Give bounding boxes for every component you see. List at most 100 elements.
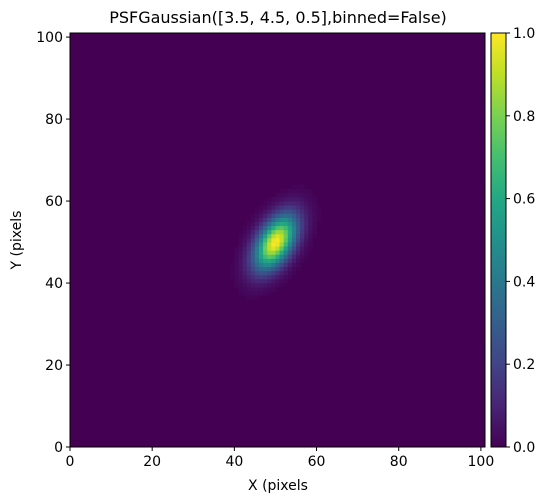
heatmap-cell <box>259 225 264 231</box>
heatmap-cell <box>267 283 272 288</box>
heatmap-cell <box>259 266 264 272</box>
heatmap-cell <box>271 221 276 227</box>
heatmap-cell <box>254 209 260 214</box>
heatmap-cell <box>287 221 293 227</box>
heatmap-cell <box>279 188 285 194</box>
colorbar-tick-label: 0.0 <box>513 440 535 456</box>
heatmap-cell <box>295 242 301 247</box>
colorbar-tick-label: 0.8 <box>513 109 535 125</box>
heatmap-cell <box>259 274 264 280</box>
heatmap-cell <box>275 229 280 235</box>
heatmap-cell <box>279 205 285 210</box>
heatmap-cell <box>250 250 256 255</box>
heatmap-cell <box>271 237 276 243</box>
heatmap-cell <box>279 221 285 227</box>
heatmap-cell <box>254 229 260 235</box>
heatmap-cell <box>263 274 268 280</box>
heatmap-cell <box>308 233 313 239</box>
heatmap-cell <box>230 262 235 268</box>
heatmap-cell <box>271 274 276 280</box>
heatmap-cell <box>259 217 264 222</box>
heatmap-cell <box>279 225 285 231</box>
heatmap-cell <box>275 274 280 280</box>
heatmap-cell <box>283 250 289 255</box>
heatmap-cell <box>267 270 272 276</box>
heatmap-cell <box>295 246 301 251</box>
heatmap-cell <box>312 229 317 235</box>
heatmap-cell <box>234 278 239 284</box>
heatmap-cell <box>300 209 305 214</box>
heatmap-cell <box>267 225 272 231</box>
heatmap-cell <box>246 270 252 276</box>
heatmap-cell <box>279 250 285 255</box>
heatmap-cell <box>263 237 268 243</box>
heatmap-cell <box>300 205 305 210</box>
heatmap-cell <box>287 254 293 259</box>
heatmap-cell <box>267 262 272 268</box>
heatmap-cell <box>242 270 248 276</box>
heatmap-cell <box>283 209 289 214</box>
colorbar-ticks: 0.0 0.2 0.4 0.6 0.8 1.0 <box>506 26 535 456</box>
heatmap-cell <box>254 295 260 300</box>
heatmap-cell <box>246 221 252 227</box>
heatmap-cell <box>291 250 297 255</box>
heatmap-cell <box>283 237 289 243</box>
heatmap-cell <box>275 209 280 214</box>
heatmap-cell <box>263 278 268 284</box>
heatmap-cell <box>304 229 309 235</box>
heatmap-cell <box>267 266 272 272</box>
heatmap-cell <box>263 266 268 272</box>
heatmap-cell <box>291 246 297 251</box>
heatmap-cell <box>295 225 301 231</box>
heatmap-cell <box>242 254 248 259</box>
heatmap-cell <box>304 242 309 247</box>
heatmap-cell <box>271 242 276 247</box>
heatmap-cell <box>312 213 317 218</box>
heatmap-cell <box>263 225 268 231</box>
heatmap-cell <box>287 242 293 247</box>
heatmap-cell <box>234 246 239 251</box>
heatmap-cell <box>271 270 276 276</box>
heatmap-cell <box>246 242 252 247</box>
heatmap-cell <box>250 225 256 231</box>
heatmap-cell <box>291 233 297 239</box>
heatmap-cell <box>300 250 305 255</box>
plot-frame <box>69 32 486 448</box>
heatmap-cell <box>300 233 305 239</box>
heatmap-cell <box>238 258 243 263</box>
heatmap-cell <box>246 266 252 272</box>
heatmap-cell <box>291 237 297 243</box>
heatmap-cell <box>259 242 264 247</box>
heatmap-cell <box>254 254 260 259</box>
heatmap-cell <box>250 287 256 292</box>
chart-title: PSFGaussian([3.5, 4.5, 0.5],binned=False… <box>109 8 447 27</box>
heatmap-cell <box>271 205 276 210</box>
heatmap-cell <box>275 196 280 202</box>
heatmap-cell <box>267 221 272 227</box>
heatmap-cell <box>242 274 248 280</box>
heatmap-cell <box>275 225 280 231</box>
heatmap-cell <box>304 213 309 218</box>
heatmap-cell <box>263 250 268 255</box>
heatmap-cell <box>275 283 280 288</box>
y-tick-label: 60 <box>45 194 63 210</box>
heatmap-cell <box>238 287 243 292</box>
heatmap-cell <box>259 205 264 210</box>
heatmap-cell <box>267 205 272 210</box>
heatmap-cell <box>259 278 264 284</box>
heatmap-cell <box>263 205 268 210</box>
heatmap-cell <box>300 213 305 218</box>
heatmap-cell <box>308 221 313 227</box>
heatmap-cell <box>275 242 280 247</box>
heatmap-cell <box>263 270 268 276</box>
heatmap-cell <box>295 254 301 259</box>
heatmap-cell <box>283 270 289 276</box>
heatmap-cell <box>267 274 272 280</box>
heatmap-cell <box>238 242 243 247</box>
heatmap-cell <box>230 274 235 280</box>
heatmap-cell <box>291 205 297 210</box>
heatmap-cell <box>287 205 293 210</box>
heatmap-cell <box>275 254 280 259</box>
heatmap-cell <box>300 221 305 227</box>
heatmap-cell <box>279 246 285 251</box>
